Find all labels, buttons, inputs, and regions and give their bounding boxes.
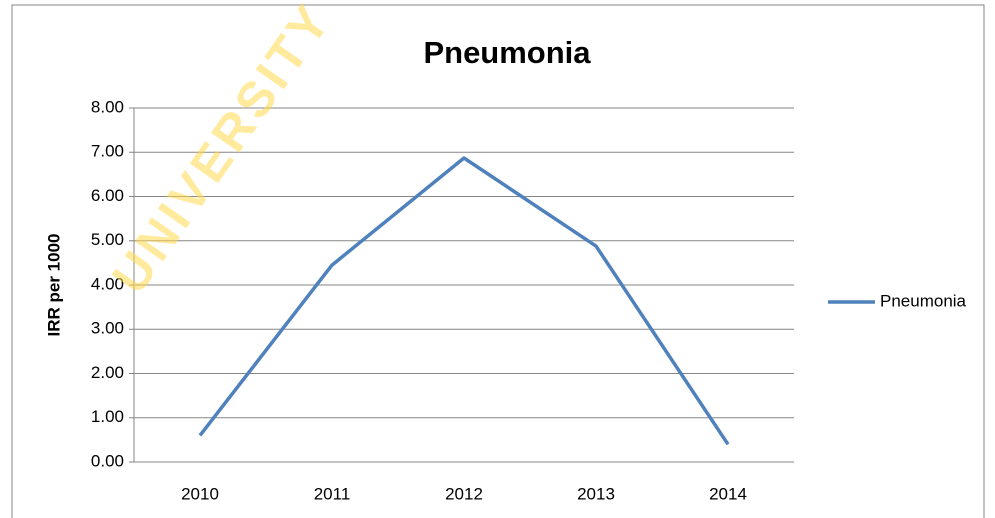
line [198, 156, 730, 446]
y-tick-label: 6.00 [91, 186, 124, 205]
y-tick-label: 2.00 [91, 363, 124, 382]
y-tick-label: 1.00 [91, 407, 124, 426]
y-tick-label: 0.00 [91, 451, 124, 470]
x-tick-label: 2012 [445, 484, 483, 503]
y-axis-label: IRR per 1000 [44, 234, 63, 337]
chart-frame [11, 4, 985, 518]
x-tick-label: 2010 [181, 484, 219, 503]
y-tick-label: 3.00 [91, 319, 124, 338]
x-tick-label: 2013 [577, 484, 615, 503]
legend-label: Pneumonia [880, 291, 967, 310]
watermark: UNIVERSITY [101, 0, 342, 303]
y-tick-label: 4.00 [91, 274, 124, 293]
y-tick-label: 5.00 [91, 230, 124, 249]
chart-title: Pneumonia [423, 35, 591, 70]
y-tick-label: 7.00 [91, 142, 124, 161]
x-tick-label: 2011 [314, 484, 351, 503]
x-tick-label: 2014 [709, 484, 747, 503]
y-tick-label: 8.00 [91, 97, 124, 116]
